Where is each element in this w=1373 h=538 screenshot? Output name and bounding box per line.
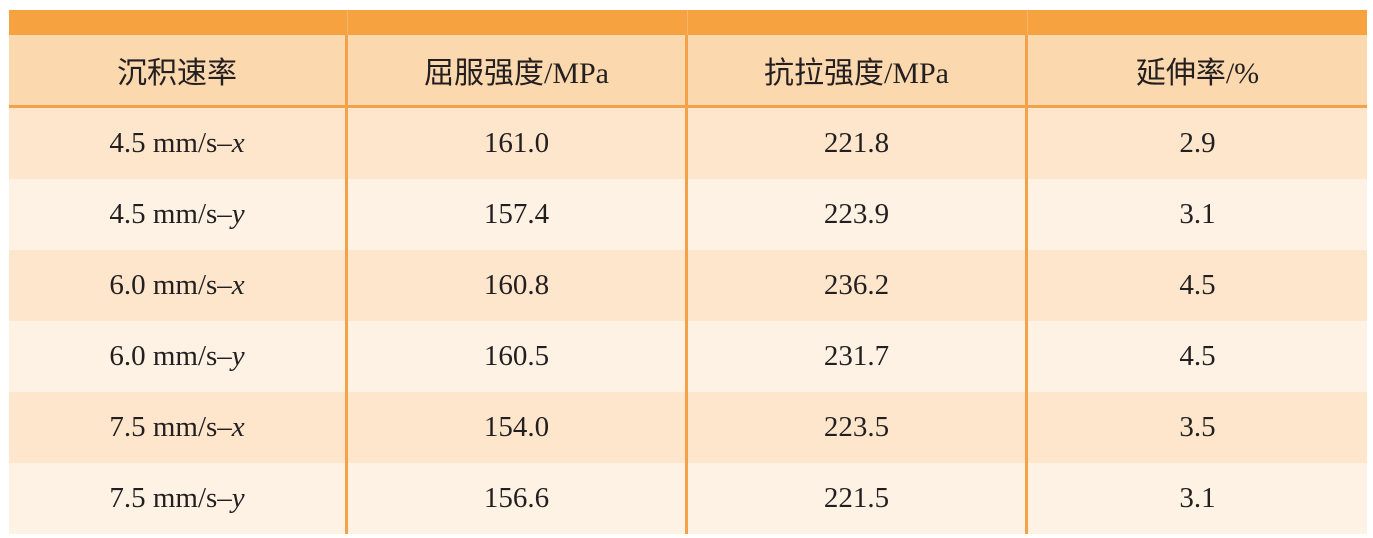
cell-yield-strength: 160.5 [348,321,688,392]
cell-elongation: 3.5 [1179,411,1216,443]
cell-yield-strength: 156.6 [348,463,688,534]
accent-segment [1028,10,1367,35]
accent-segment [348,10,688,35]
cell-elongation: 3.1 [1179,198,1216,230]
cell-elongation: 4.5 [1179,269,1216,301]
rate-text: 7.5 mm/s– [109,482,232,514]
cell-tensile-strength: 221.8 [688,108,1028,179]
table-row: 4.5 mm/s– x 161.0 221.8 2.9 [9,108,1367,179]
cell-elongation: 2.9 [1179,127,1216,159]
cell-deposition-rate: 6.0 mm/s– x [9,250,348,321]
cell-deposition-rate: 6.0 mm/s– y [9,321,348,392]
accent-segment [9,10,348,35]
cell-yield-strength: 160.8 [348,250,688,321]
cell-deposition-rate: 7.5 mm/s– x [9,392,348,463]
cell-tensile-strength: 221.5 [688,463,1028,534]
rate-text: 4.5 mm/s– [109,127,232,159]
table-row: 7.5 mm/s– x 154.0 223.5 3.5 [9,392,1367,463]
axis-letter: x [231,127,245,159]
cell-yield-strength: 154.0 [348,392,688,463]
axis-letter: x [231,411,245,443]
cell-deposition-rate: 4.5 mm/s– x [9,108,348,179]
data-table: 沉积速率 屈服强度/MPa 抗拉强度/MPa 延伸率/% 4.5 mm/s– x … [9,10,1367,534]
header-deposition-rate: 沉积速率 [9,35,348,105]
table-row: 7.5 mm/s– y 156.6 221.5 3.1 [9,463,1367,534]
axis-letter: y [231,198,245,230]
cell-elongation: 4.5 [1179,340,1216,372]
accent-segment [688,10,1028,35]
header-tensile-strength: 抗拉强度/MPa [688,35,1028,105]
rate-text: 4.5 mm/s– [109,198,232,230]
header-elongation: 延伸率/% [1135,57,1260,90]
cell-elongation: 3.1 [1179,482,1216,514]
cell-tensile-strength: 223.9 [688,179,1028,250]
axis-letter: x [231,269,245,301]
axis-letter: y [231,340,245,372]
cell-deposition-rate: 4.5 mm/s– y [9,179,348,250]
header-yield-strength: 屈服强度/MPa [348,35,688,105]
cell-deposition-rate: 7.5 mm/s– y [9,463,348,534]
axis-letter: y [231,482,245,514]
cell-tensile-strength: 231.7 [688,321,1028,392]
table-row: 6.0 mm/s– x 160.8 236.2 4.5 [9,250,1367,321]
rate-text: 6.0 mm/s– [109,340,232,372]
table-row: 6.0 mm/s– y 160.5 231.7 4.5 [9,321,1367,392]
cell-tensile-strength: 223.5 [688,392,1028,463]
cell-tensile-strength: 236.2 [688,250,1028,321]
table-top-accent-bar [9,10,1367,35]
rate-text: 6.0 mm/s– [109,269,232,301]
cell-yield-strength: 161.0 [348,108,688,179]
table-header-row: 沉积速率 屈服强度/MPa 抗拉强度/MPa 延伸率/% [9,35,1367,108]
table-row: 4.5 mm/s– y 157.4 223.9 3.1 [9,179,1367,250]
rate-text: 7.5 mm/s– [109,411,232,443]
cell-yield-strength: 157.4 [348,179,688,250]
